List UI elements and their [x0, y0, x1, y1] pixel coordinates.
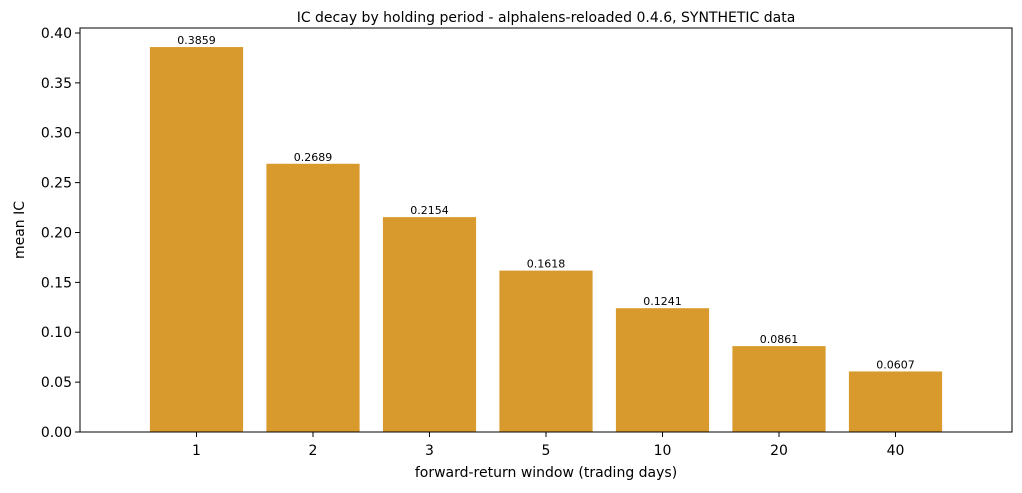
y-tick-label: 0.00 — [41, 425, 72, 441]
bar — [149, 47, 244, 432]
y-tick-label: 0.20 — [41, 225, 72, 241]
x-tick-label: 3 — [425, 443, 434, 459]
x-tick-label: 40 — [887, 443, 905, 459]
x-tick-label: 1 — [192, 443, 201, 459]
y-tick-label: 0.35 — [41, 76, 72, 92]
x-axis-label: forward-return window (trading days) — [415, 465, 677, 481]
x-tick-label: 2 — [309, 443, 318, 459]
bar — [499, 270, 593, 432]
plot-area: 0.00 0.05 0.10 0.15 0.20 0.25 0.30 0.35 0.40 0.38… — [41, 26, 943, 459]
y-tick-label: 0.05 — [41, 375, 72, 391]
plot-frame — [79, 27, 1013, 433]
bar-value-label: 0.0861 — [760, 333, 799, 346]
y-tick-label: 0.30 — [41, 126, 72, 142]
chart-title: IC decay by holding period - alphalens-r… — [297, 10, 796, 26]
y-axis-label: mean IC — [12, 201, 28, 259]
bar-value-label: 0.1241 — [643, 295, 682, 308]
bar — [848, 371, 943, 432]
y-tick-label: 0.40 — [41, 26, 72, 42]
bar — [266, 163, 360, 432]
bar-value-label: 0.0607 — [876, 358, 915, 371]
bar — [382, 217, 477, 432]
bar — [732, 346, 826, 432]
bar — [615, 308, 710, 432]
y-tick-label: 0.15 — [41, 275, 72, 291]
bar-value-label: 0.2689 — [294, 151, 333, 164]
y-tick-label: 0.10 — [41, 325, 72, 341]
x-tick-label: 10 — [654, 443, 672, 459]
bar-value-label: 0.3859 — [177, 34, 216, 47]
y-tick-label: 0.25 — [41, 176, 72, 192]
bar-value-label: 0.2154 — [410, 204, 449, 217]
x-tick-label: 20 — [770, 443, 788, 459]
bar-value-label: 0.1618 — [527, 258, 566, 271]
x-tick-label: 5 — [542, 443, 551, 459]
